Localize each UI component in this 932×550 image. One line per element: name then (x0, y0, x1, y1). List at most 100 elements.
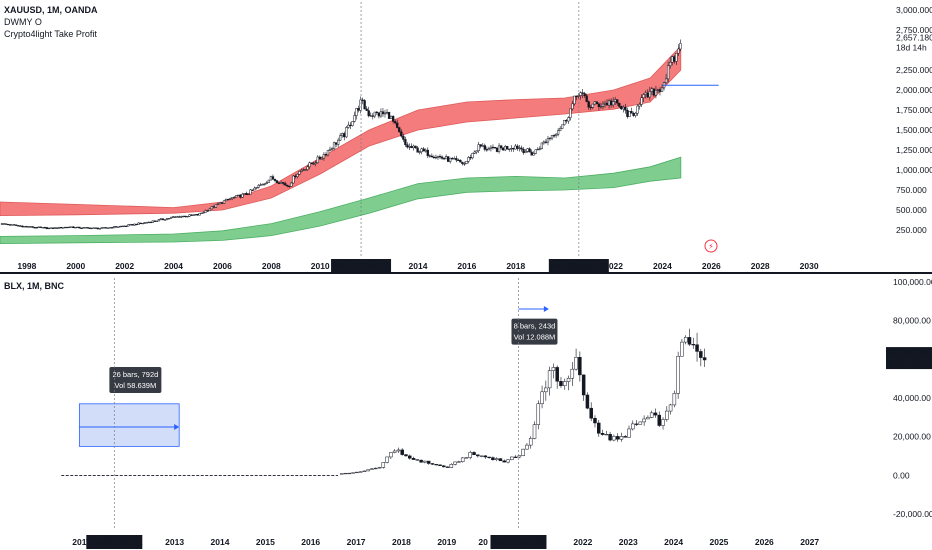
gold-candle-body (359, 99, 362, 111)
gold-y-tick-label: 2,000.000 (896, 85, 932, 95)
gold-candle-body (453, 158, 456, 160)
blx-pane[interactable]: 26 bars, 792d Vol 58.639M 8 bars, 243d Vol … (61, 277, 932, 549)
measure-arrow-head-2 (543, 305, 549, 312)
gold-candle-body (277, 182, 281, 184)
gold-candle-body (74, 227, 77, 229)
gold-candle-body (552, 135, 556, 137)
gold-candle-body (247, 193, 250, 196)
gold-indicator-1[interactable]: DWMY O (4, 17, 42, 27)
gold-candle-body (131, 224, 134, 226)
gold-candle-body (125, 225, 128, 227)
gold-candle-body (31, 226, 34, 228)
blx-y-tick-label: 0.00 (893, 470, 910, 480)
gold-candle-body (312, 163, 315, 165)
gold-candle-body (200, 212, 203, 214)
gold-candle-body (432, 156, 436, 159)
gold-candle-body (575, 95, 578, 97)
gold-candle-body (632, 112, 635, 116)
gold-candle-body (394, 121, 397, 124)
gold-candle-body (100, 227, 104, 229)
gold-candle-body (628, 111, 631, 117)
gold-pane[interactable]: 3,000.000 2,750.000 2,250.000 2,000.000 1,75… (0, 2, 932, 272)
gold-candle-body (379, 111, 383, 117)
gold-candle-body (679, 43, 682, 50)
gold-x-tick-label: 2028 (751, 261, 770, 271)
gold-candle-body (365, 108, 368, 111)
gold-candle-body (652, 88, 656, 96)
pane-divider[interactable] (0, 272, 932, 274)
blx-x-tick-label: 2023 (619, 537, 638, 547)
blx-y-tick-label: 20,000.00 (893, 432, 931, 442)
blx-candle-body (589, 407, 593, 419)
gold-symbol-line[interactable]: XAUUSD, 1M, OANDA (4, 5, 98, 15)
gold-indicator-2[interactable]: Crypto4light Take Profit (4, 29, 97, 39)
gold-candle-body (186, 216, 189, 218)
gold-candle-body (298, 171, 301, 175)
gold-candle-body (96, 227, 99, 230)
gold-candle-body (308, 162, 311, 168)
gold-candle-body (424, 149, 427, 152)
blx-candle-body (392, 450, 397, 453)
blx-candle-body (615, 436, 620, 440)
gold-candle-body (536, 148, 539, 151)
gold-candle-body (438, 156, 442, 158)
gold-marker-label: Mon 03 Aug '20 (549, 261, 608, 271)
gold-candle-body (273, 178, 277, 181)
blx-candle-body (536, 403, 541, 425)
gold-candle-body (212, 206, 216, 208)
gold-candle-body (218, 202, 222, 205)
blx-candle-body (438, 464, 442, 467)
blx-candle-body (574, 357, 578, 370)
gold-candle-body (159, 218, 163, 220)
green-band (0, 156, 682, 245)
gold-candle-body (518, 147, 521, 149)
measure-box-1 (78, 403, 180, 447)
gold-x-tick-label: 2006 (213, 261, 232, 271)
gold-candle-body (355, 108, 358, 116)
gold-candle-body (176, 216, 179, 218)
gold-candle-body (526, 148, 529, 152)
blx-candle-body (619, 436, 624, 440)
blx-candle-body (566, 377, 571, 382)
gold-candle-body (675, 52, 678, 62)
blx-x-tick-label: 2018 (392, 537, 411, 547)
gold-candle-body (603, 102, 607, 105)
gold-y-tick-label: 1,250.000 (896, 145, 932, 155)
gold-candle-body (383, 112, 387, 115)
blx-candle-body (627, 428, 631, 438)
gold-candle-body (320, 157, 324, 160)
gold-candle-body (508, 148, 511, 150)
blx-symbol-line[interactable]: BLX, 1M, BNC (4, 281, 65, 291)
gold-candle-body (102, 227, 106, 229)
gold-candle-body (367, 110, 370, 116)
gold-y-tick-label: 2,250.000 (896, 65, 932, 75)
blx-x-tick-label: 201 (72, 537, 86, 547)
gold-candle-body (180, 216, 183, 218)
gold-candle-body (336, 139, 340, 145)
gold-candle-body (599, 106, 603, 108)
gold-candle-body (656, 89, 660, 91)
gold-candle-body (322, 154, 326, 159)
gold-candle-body (396, 122, 399, 128)
blx-marker-label-bg (86, 535, 143, 549)
gold-x-tick-label: 1998 (17, 261, 36, 271)
gold-candle-body (112, 226, 116, 229)
blx-candle-body (358, 471, 363, 473)
blx-candle-body (457, 461, 461, 463)
gold-candle-body (137, 222, 140, 225)
gold-candle-body (387, 111, 391, 119)
gold-candle-body (204, 210, 207, 213)
gold-candle-body (614, 99, 617, 102)
gold-candle-body (485, 149, 489, 151)
gold-candle-body (25, 226, 28, 228)
gold-candle-body (605, 102, 609, 106)
gold-legend: XAUUSD, 1M, OANDA DWMY O Crypto4light Ta… (4, 4, 98, 40)
blx-candle-body (649, 412, 654, 418)
gold-candle-body (638, 104, 641, 107)
gold-candle-body (404, 139, 407, 146)
gold-candle-body (499, 145, 503, 149)
gold-candle-body (471, 153, 474, 159)
gold-candle-body (483, 145, 486, 150)
gold-candle-body (110, 227, 114, 229)
